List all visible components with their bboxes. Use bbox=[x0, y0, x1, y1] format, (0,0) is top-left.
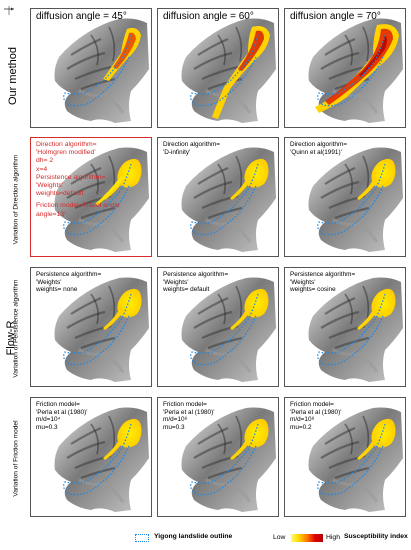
label-our-method: Our method bbox=[7, 46, 19, 106]
parameter-line: Persistence algorithm= bbox=[163, 271, 229, 278]
parameter-line: Friction model= bbox=[36, 401, 80, 408]
panel-parameters: Direction algorithm= 'Quinn et al(1991)' bbox=[290, 141, 347, 156]
parameter-line: diffusion angle = 45° bbox=[36, 11, 127, 22]
parameter-line: 'D-infinity' bbox=[163, 148, 191, 156]
terrain-map bbox=[54, 147, 149, 252]
terrain-map bbox=[308, 147, 403, 252]
panel-parameters: Persistence algorithm= 'Weights' weights= … bbox=[290, 271, 355, 294]
map-panel: Direction algorithm= 'Holmgren modified' d… bbox=[30, 137, 152, 257]
panel-parameters: Direction algorithm= 'D-infinity' bbox=[163, 141, 220, 156]
parameter-line: 'Quinn et al(1991)' bbox=[290, 148, 342, 156]
parameter-line: dh= 2 bbox=[36, 157, 54, 165]
parameter-line: diffusion angle = 60° bbox=[163, 11, 254, 22]
label-variation-friction: Variation of Friction model bbox=[12, 420, 20, 497]
map-panel: diffusion angle = 70° bbox=[284, 8, 406, 128]
parameter-line: 'Weights' bbox=[290, 278, 316, 286]
susceptibility-colorbar bbox=[291, 534, 323, 542]
parameter-line: Direction algorithm= bbox=[36, 141, 97, 148]
parameter-line: Persistence algorithm= bbox=[36, 173, 106, 181]
north-arrow-icon bbox=[4, 6, 14, 15]
terrain-map bbox=[54, 18, 149, 123]
panel-title: diffusion angle = 45° bbox=[36, 11, 127, 23]
panel-parameters: Persistence algorithm= 'Weights' weights= … bbox=[163, 271, 228, 294]
panel-title: diffusion angle = 70° bbox=[290, 11, 381, 23]
map-panel: Friction model= 'Perla et al (1980)' m/d=1… bbox=[157, 397, 279, 517]
label-variation-direction: Variation of Direction algorithm bbox=[12, 154, 20, 245]
map-panel: Persistence algorithm= 'Weights' weights= … bbox=[30, 267, 152, 387]
legend-title: Susceptibility index bbox=[344, 533, 408, 540]
map-panel: Friction model= 'Perla et al (1980)' m/d=1… bbox=[30, 397, 152, 517]
terrain-map bbox=[308, 18, 403, 123]
terrain-map bbox=[308, 277, 403, 382]
parameter-line: Friction model= bbox=[163, 401, 207, 408]
parameter-line: m/d=10⁸ bbox=[163, 416, 188, 424]
parameter-line: Friction model=Travel angle bbox=[36, 202, 120, 210]
parameter-line: Friction model= bbox=[290, 401, 334, 408]
parameter-line: 'Holmgren modified' bbox=[36, 149, 96, 157]
map-panel: Direction algorithm= 'D-infinity' bbox=[157, 137, 279, 257]
panel-parameters: Friction model= 'Perla et al (1980)' m/d=1… bbox=[36, 401, 87, 431]
terrain-map bbox=[181, 277, 276, 382]
panel-parameters: Direction algorithm= 'Holmgren modified' d… bbox=[36, 141, 120, 219]
parameter-line: mu=0.3 bbox=[163, 423, 185, 431]
map-panel: Persistence algorithm= 'Weights' weights= … bbox=[157, 267, 279, 387]
parameter-line: m/d=10⁸ bbox=[290, 416, 315, 424]
parameter-line: weights= default bbox=[163, 286, 210, 294]
terrain-map bbox=[54, 277, 149, 382]
parameter-line: weights= cosine bbox=[290, 286, 336, 294]
parameter-line: Direction algorithm= bbox=[163, 141, 221, 148]
terrain-map bbox=[308, 407, 403, 512]
parameter-line: Persistence algorithm= bbox=[36, 271, 102, 278]
panel-parameters: Friction model= 'Perla et al (1980)' m/d=1… bbox=[290, 401, 341, 431]
parameter-line: diffusion angle = 70° bbox=[290, 11, 381, 22]
legend-low-label: Low bbox=[273, 534, 286, 541]
parameter-line: Direction algorithm= bbox=[290, 141, 348, 148]
map-panel: diffusion angle = 60° bbox=[157, 8, 279, 128]
terrain-map bbox=[181, 18, 276, 123]
terrain-map bbox=[181, 407, 276, 512]
parameter-line: Persistence algorithm= bbox=[290, 271, 356, 278]
terrain-map bbox=[181, 147, 276, 252]
landslide-outline-swatch bbox=[135, 534, 149, 542]
parameter-line: 'Weights' bbox=[36, 278, 62, 286]
label-variation-persistence: Variation of Persistence algorithm bbox=[12, 279, 20, 378]
parameter-line: weights=default bbox=[36, 190, 84, 198]
parameter-line: angle=13° bbox=[36, 210, 67, 218]
parameter-line: x=4 bbox=[36, 165, 48, 173]
map-panel: Friction model= 'Perla et al (1980)' m/d=1… bbox=[284, 397, 406, 517]
panel-parameters: Persistence algorithm= 'Weights' weights= … bbox=[36, 271, 101, 294]
map-panel: diffusion angle = 45° bbox=[30, 8, 152, 128]
legend-outline-label: Yigong landslide outline bbox=[154, 533, 233, 540]
parameter-line: 'Perla et al (1980)' bbox=[290, 408, 342, 416]
legend-high-label: High bbox=[326, 534, 340, 541]
map-panel: Persistence algorithm= 'Weights' weights= … bbox=[284, 267, 406, 387]
parameter-line: weights= none bbox=[36, 286, 78, 294]
parameter-line: mu=0.2 bbox=[290, 423, 312, 431]
parameter-line: 'Weights' bbox=[163, 278, 189, 286]
panel-title: diffusion angle = 60° bbox=[163, 11, 254, 23]
parameter-line: 'Perla et al (1980)' bbox=[36, 408, 88, 416]
map-panel: Direction algorithm= 'Quinn et al(1991)' bbox=[284, 137, 406, 257]
terrain-map bbox=[54, 407, 149, 512]
parameter-line: mu=0.3 bbox=[36, 423, 58, 431]
panel-parameters: Friction model= 'Perla et al (1980)' m/d=1… bbox=[163, 401, 214, 431]
parameter-line: 'Weights' bbox=[36, 182, 64, 190]
parameter-line: 'Perla et al (1980)' bbox=[163, 408, 215, 416]
legend: Yigong landslide outline Low High Suscep… bbox=[135, 530, 408, 546]
parameter-line: m/d=10⁴ bbox=[36, 416, 61, 424]
